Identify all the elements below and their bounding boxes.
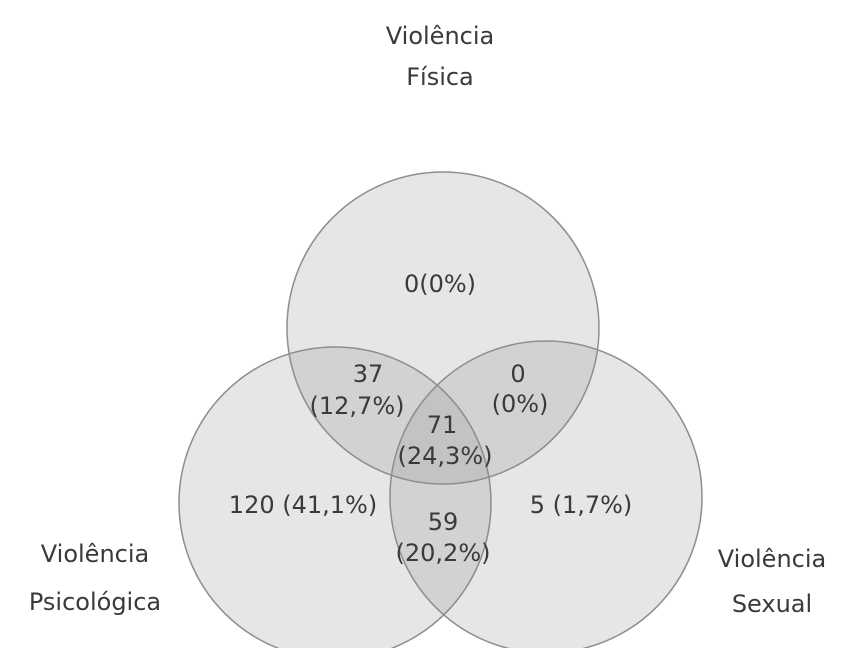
region-sexual-only: 5 (1,7%) [530,491,633,519]
region-psicologica-sexual-count: 59 [428,508,459,536]
circle-fisica [286,171,600,485]
region-psicologica-sexual-percent: (20,2%) [396,539,491,567]
label-psicologica-line1: Violência [41,540,149,568]
region-fisica-psicologica-count: 37 [353,360,384,388]
region-psicologica-only: 120 (41,1%) [229,491,377,519]
region-all-three-percent: (24,3%) [398,442,493,470]
label-sexual-line1: Violência [718,545,826,573]
region-fisica-only: 0(0%) [404,270,476,298]
region-all-three-count: 71 [427,411,458,439]
circle-sexual [389,340,703,648]
label-fisica-line2: Física [406,63,474,91]
circle-psicologica [178,346,492,648]
region-fisica-sexual-percent: (0%) [492,390,549,418]
label-sexual-line2: Sexual [732,590,812,618]
region-fisica-sexual-count: 0 [510,360,525,388]
region-fisica-psicologica-percent: (12,7%) [310,392,405,420]
label-psicologica-line2: Psicológica [29,588,161,616]
label-fisica-line1: Violência [386,22,494,50]
